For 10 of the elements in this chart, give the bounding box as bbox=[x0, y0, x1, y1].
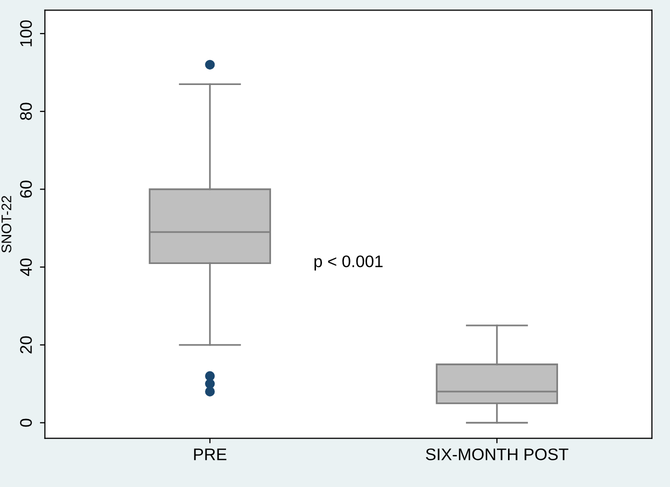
y-tick-label: 60 bbox=[20, 180, 32, 198]
y-tick-label: 80 bbox=[20, 102, 32, 120]
y-axis-title: SNOT-22 bbox=[1, 196, 12, 253]
x-tick-label: SIX-MONTH POST bbox=[426, 448, 568, 460]
y-tick-label: 20 bbox=[20, 336, 32, 354]
y-tick-label: 40 bbox=[20, 258, 32, 276]
x-tick-label: PRE bbox=[194, 448, 226, 460]
annotation: p < 0.001 bbox=[314, 255, 383, 271]
y-tick-label: 0 bbox=[20, 418, 32, 427]
y-tick-label: 100 bbox=[20, 20, 32, 46]
